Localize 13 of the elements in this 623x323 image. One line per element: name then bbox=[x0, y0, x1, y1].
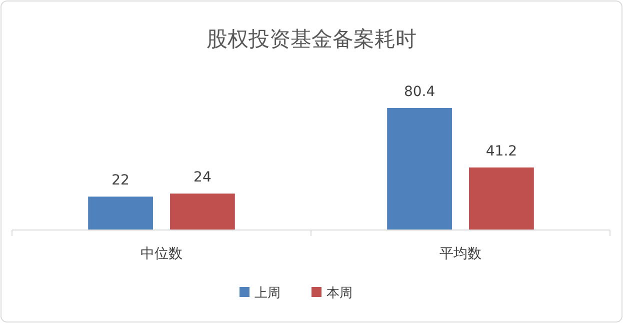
x-tick-label: 中位数 bbox=[140, 246, 182, 262]
data-label: 22 bbox=[112, 172, 130, 189]
data-label: 80.4 bbox=[404, 84, 436, 100]
legend-label: 本周 bbox=[326, 286, 352, 301]
data-label: 41.2 bbox=[486, 143, 518, 160]
bar bbox=[170, 194, 235, 230]
bar bbox=[469, 167, 534, 230]
bar bbox=[387, 108, 452, 230]
chart-title: 股权投资基金备案耗时 bbox=[206, 27, 416, 51]
x-tick-label: 平均数 bbox=[440, 246, 482, 262]
data-label: 24 bbox=[194, 170, 212, 186]
bar bbox=[88, 196, 153, 230]
legend-label: 上周 bbox=[254, 286, 280, 301]
